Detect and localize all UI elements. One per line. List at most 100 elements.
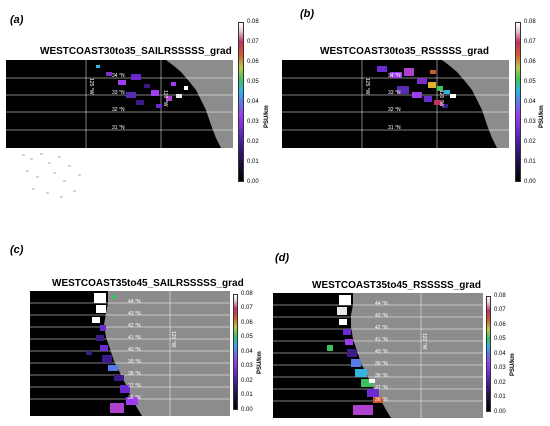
cbar-tick: 0.04	[494, 351, 506, 357]
panel-a-lon-125: 125 °W	[88, 78, 94, 95]
panel-a-lat-33: 33 °N	[112, 90, 125, 96]
panel-a-artifacts	[22, 153, 81, 198]
panel-b-letter: (b)	[300, 8, 315, 20]
cbar-tick: 0.01	[247, 159, 259, 165]
gradient-pixels	[327, 295, 383, 415]
cbar-tick: 0.04	[241, 349, 253, 355]
cbar-tick: 0.03	[247, 119, 259, 125]
cbar-tick: 0.03	[241, 363, 253, 369]
cbar-tick: 0.00	[247, 179, 259, 185]
cbar-tick: 0.03	[494, 365, 506, 371]
panel-c-lon-120: 120 °W	[170, 331, 176, 348]
panel-c-map: 44 °N 43 °N 42 °N 41 °N 40 °N 39 °N 38 °…	[30, 291, 230, 416]
cbar-tick: 0.02	[494, 380, 506, 386]
colorbar-gradient	[238, 22, 244, 182]
cbar-tick: 0.00	[494, 409, 506, 415]
panel-c-colorbar: 0.08 0.07 0.06 0.05 0.04 0.03 0.02 0.01 …	[233, 291, 268, 414]
cbar-tick: 0.05	[524, 79, 536, 85]
gradient-pixels	[377, 66, 456, 108]
gridlines	[30, 291, 230, 416]
panel-c-lat-37: 37 °N	[128, 383, 141, 389]
colorbar-gradient	[233, 294, 238, 410]
cbar-tick: 0.08	[494, 293, 506, 299]
panel-d-colorbar: 0.08 0.07 0.06 0.05 0.04 0.03 0.02 0.01 …	[486, 293, 526, 416]
cbar-tick: 0.02	[241, 378, 253, 384]
colorbar-gradient	[486, 296, 491, 412]
panel-d-lat-41: 41 °N	[375, 337, 388, 343]
panel-d-lat-38: 38 °N	[375, 373, 388, 379]
cbar-unit: PSU/km	[257, 351, 263, 374]
panel-a-title: WESTCOAST30to35_SAILRSSSSS_grad	[40, 46, 232, 57]
cbar-tick: 0.06	[494, 322, 506, 328]
panel-b-map-svg	[282, 60, 509, 148]
panel-d-lat-44: 44 °N	[375, 301, 388, 307]
panel-d-lat-39: 39 °N	[375, 361, 388, 367]
land	[166, 60, 233, 148]
panel-a-lat-34: 34 °N	[112, 73, 125, 79]
cbar-tick: 0.04	[524, 99, 536, 105]
panel-d-lat-37: 37 °N	[375, 385, 388, 391]
panel-a-lat-32: 32 °N	[112, 107, 125, 113]
panel-b-lat-33: 33 °N	[388, 90, 401, 96]
cbar-tick: 0.06	[524, 59, 536, 65]
panel-c-lat-44: 44 °N	[128, 299, 141, 305]
panel-a-map: 34 °N 33 °N 32 °N 31 °N 125 °W 120 °W	[6, 60, 233, 148]
cbar-tick: 0.06	[247, 59, 259, 65]
cbar-tick: 0.08	[524, 19, 536, 25]
panel-d-map: 44 °N 43 °N 42 °N 41 °N 40 °N 39 °N 38 °…	[273, 293, 483, 418]
panel-b-lat-31: 31 °N	[388, 125, 401, 131]
cbar-tick: 0.01	[494, 394, 506, 400]
cbar-tick: 0.01	[241, 392, 253, 398]
panel-b-title: WESTCOAST30to35_RSSSSS_grad	[320, 46, 489, 57]
panel-c-lat-40: 40 °N	[128, 347, 141, 353]
panel-a-lat-31: 31 °N	[112, 125, 125, 131]
panel-d-map-svg	[273, 293, 483, 418]
panel-b-map: 34 °N 33 °N 32 °N 31 °N 125 °W 120 °W	[282, 60, 509, 148]
panel-c-lat-36: 36 °N	[128, 395, 141, 401]
panel-b-colorbar: 0.08 0.07 0.06 0.05 0.04 0.03 0.02 0.01 …	[515, 19, 550, 185]
panel-c-lat-41: 41 °N	[128, 335, 141, 341]
panel-b-lon-125: 125 °W	[364, 78, 370, 95]
cbar-tick: 0.00	[524, 179, 536, 185]
panel-c-lat-43: 43 °N	[128, 311, 141, 317]
cbar-tick: 0.05	[241, 334, 253, 340]
cbar-tick: 0.05	[247, 79, 259, 85]
panel-d-lat-36: 36 °N	[375, 397, 388, 403]
panel-b-lat-32: 32 °N	[388, 107, 401, 113]
cbar-tick: 0.06	[241, 320, 253, 326]
gradient-pixels	[86, 293, 138, 413]
cbar-tick: 0.07	[524, 39, 536, 45]
cbar-tick: 0.05	[494, 336, 506, 342]
cbar-tick: 0.02	[247, 139, 259, 145]
panel-d-lon-120: 120 °W	[421, 333, 427, 350]
cbar-tick: 0.08	[241, 291, 253, 297]
cbar-tick: 0.04	[247, 99, 259, 105]
panel-b-lat-34: 34 °N	[388, 73, 401, 79]
gradient-pixels	[96, 65, 188, 108]
panel-d-lat-40: 40 °N	[375, 349, 388, 355]
cbar-tick: 0.07	[247, 39, 259, 45]
panel-d-lat-43: 43 °N	[375, 313, 388, 319]
gridlines	[6, 60, 233, 148]
land	[442, 60, 509, 148]
cbar-tick: 0.02	[524, 139, 536, 145]
panel-a-colorbar: 0.08 0.07 0.06 0.05 0.04 0.03 0.02 0.01 …	[238, 19, 278, 185]
panel-c-letter: (c)	[10, 244, 24, 256]
cbar-tick: 0.00	[241, 407, 253, 413]
land	[104, 291, 230, 416]
colorbar-gradient	[515, 22, 521, 182]
panel-a-lon-120: 120 °W	[162, 90, 168, 107]
panel-a-map-svg	[6, 60, 233, 148]
panel-d-title: WESTCOAST35to45_RSSSSS_grad	[312, 280, 481, 291]
panel-d-letter: (d)	[275, 252, 290, 264]
panel-c-lat-39: 39 °N	[128, 359, 141, 365]
panel-c-lat-42: 42 °N	[128, 323, 141, 329]
cbar-tick: 0.08	[247, 19, 259, 25]
panel-b-lon-120: 120 °W	[438, 90, 444, 107]
cbar-tick: 0.01	[524, 159, 536, 165]
panel-c-title: WESTCOAST35to45_SAILRSSSSS_grad	[52, 278, 244, 289]
panel-c-lat-38: 38 °N	[128, 371, 141, 377]
cbar-unit: PSU/km	[539, 105, 545, 128]
cbar-unit: PSU/km	[510, 353, 516, 376]
cbar-tick: 0.03	[524, 119, 536, 125]
